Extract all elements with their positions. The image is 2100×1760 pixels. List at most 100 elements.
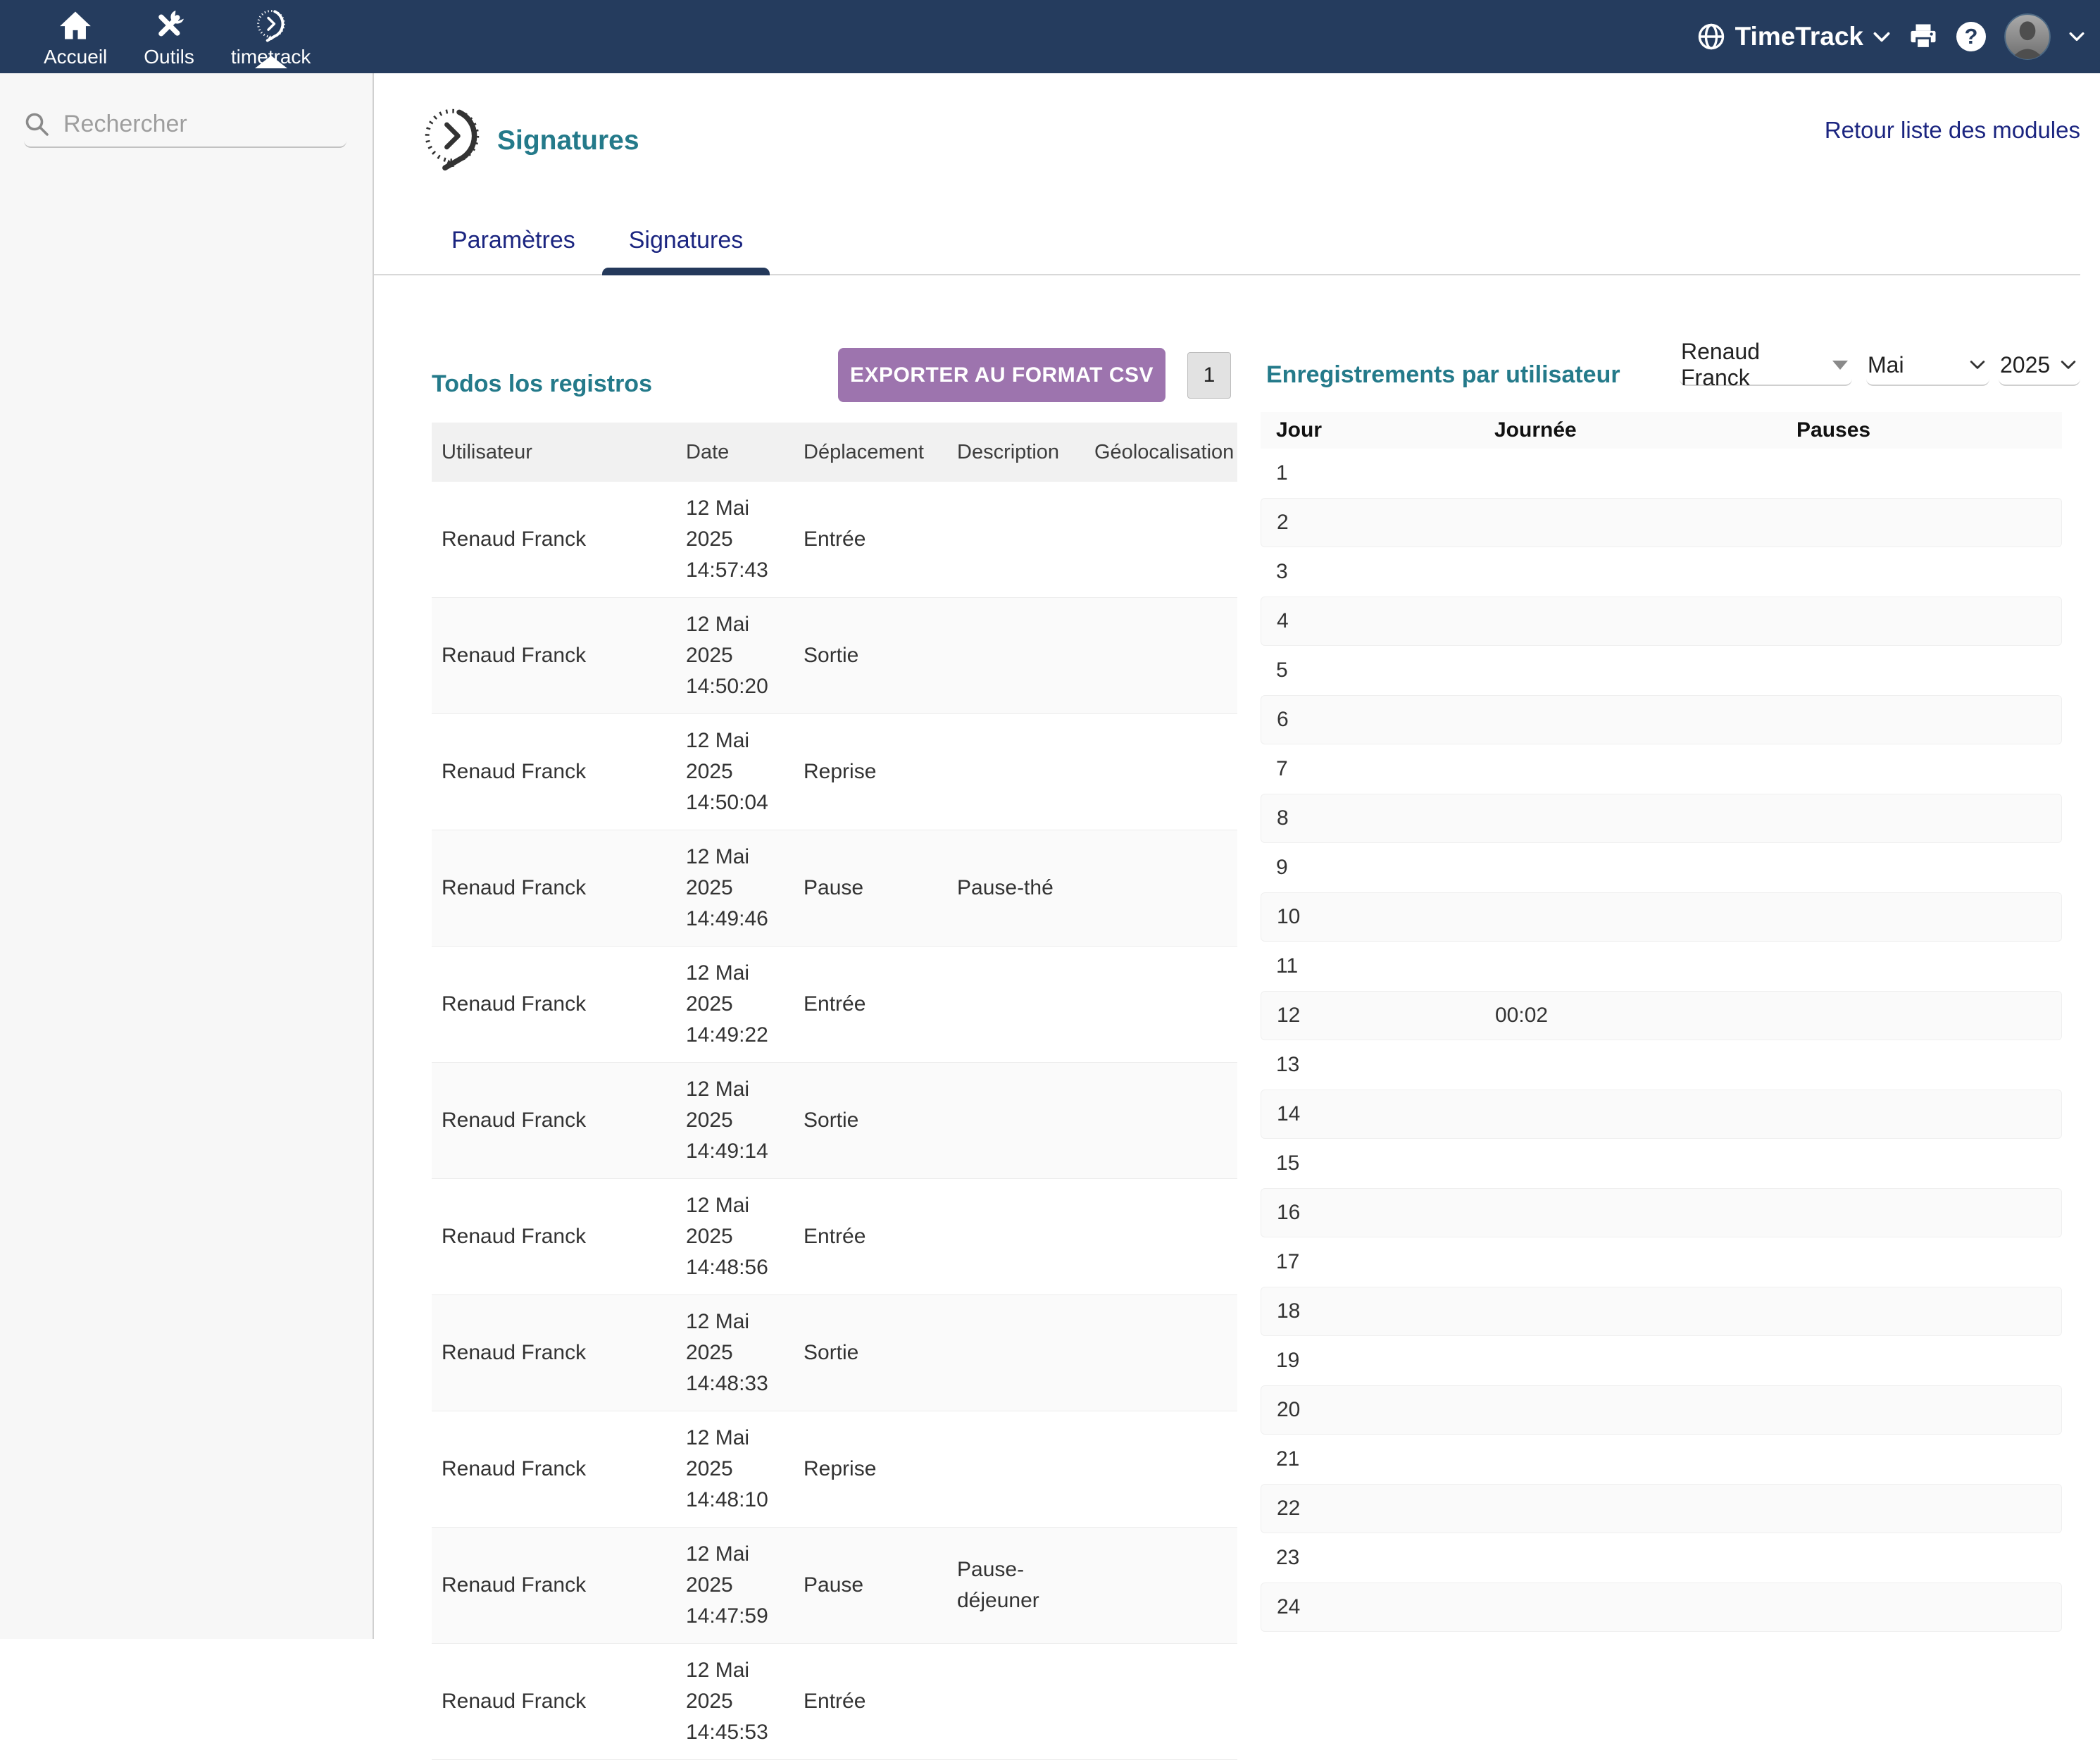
back-to-modules-link[interactable]: Retour liste des modules bbox=[1825, 117, 2080, 144]
tabs-bar: Paramètres Signatures bbox=[374, 211, 2080, 275]
cell-geolocation bbox=[1085, 1458, 1237, 1480]
search-box[interactable] bbox=[24, 101, 346, 148]
cell-geolocation bbox=[1085, 1342, 1237, 1364]
cell-day: 21 bbox=[1261, 1447, 1479, 1471]
help-button[interactable]: ? bbox=[1956, 22, 1986, 51]
cell-user: Renaud Franck bbox=[432, 1326, 676, 1380]
cell-user: Renaud Franck bbox=[432, 1559, 676, 1612]
cell-user: Renaud Franck bbox=[432, 1442, 676, 1496]
year-select[interactable]: 2025 bbox=[1999, 349, 2080, 386]
nav-item-outils[interactable]: Outils bbox=[125, 0, 213, 68]
cell-description bbox=[947, 761, 1085, 783]
cell-date: 12 Mai202514:45:53 bbox=[676, 1644, 794, 1759]
registros-table-header: Utilisateur Date Déplacement Description… bbox=[432, 423, 1237, 482]
day-row: 8 bbox=[1261, 794, 2062, 843]
month-select[interactable]: Mai bbox=[1866, 349, 1989, 386]
cell-geolocation bbox=[1085, 1109, 1237, 1132]
column-header: Géolocalisation bbox=[1085, 441, 1237, 464]
day-row: 9 bbox=[1261, 843, 2062, 892]
column-header: Jour bbox=[1261, 418, 1479, 442]
table-row: Renaud Franck 12 Mai202514:50:20 Sortie bbox=[432, 598, 1237, 714]
column-header: Date bbox=[676, 441, 794, 464]
cell-date: 12 Mai202514:48:10 bbox=[676, 1411, 794, 1527]
cell-date: 12 Mai202514:48:33 bbox=[676, 1295, 794, 1411]
cell-geolocation bbox=[1085, 993, 1237, 1016]
cell-description: Pause-déjeuner bbox=[947, 1543, 1085, 1628]
cell-day: 6 bbox=[1261, 708, 1480, 732]
pagination-page-1[interactable]: 1 bbox=[1187, 352, 1231, 399]
nav-item-accueil[interactable]: Accueil bbox=[25, 0, 125, 68]
nav-item-timetrack[interactable]: timetrack bbox=[213, 0, 330, 68]
cell-description bbox=[947, 1690, 1085, 1713]
day-row: 2 bbox=[1261, 498, 2062, 547]
nav-items: Accueil Outils timetrack bbox=[25, 0, 329, 73]
user-select[interactable]: Renaud Franck bbox=[1680, 349, 1852, 386]
cell-user: Renaud Franck bbox=[432, 513, 676, 566]
cell-day: 19 bbox=[1261, 1349, 1479, 1373]
registros-table-body: Renaud Franck 12 Mai202514:57:43 Entrée … bbox=[432, 482, 1237, 1760]
cell-day: 15 bbox=[1261, 1152, 1479, 1175]
cell-description: Pause-thé bbox=[947, 861, 1085, 915]
day-row: 15 bbox=[1261, 1139, 2062, 1188]
day-row: 6 bbox=[1261, 695, 2062, 744]
cell-day: 17 bbox=[1261, 1250, 1479, 1274]
tools-icon bbox=[153, 8, 185, 42]
chevron-down-icon bbox=[1970, 360, 1985, 370]
table-row: Renaud Franck 12 Mai202514:47:59 Pause P… bbox=[432, 1528, 1237, 1644]
search-icon bbox=[24, 111, 49, 137]
cell-day: 13 bbox=[1261, 1053, 1479, 1077]
home-icon bbox=[59, 8, 92, 42]
avatar[interactable] bbox=[2004, 13, 2051, 60]
cell-user: Renaud Franck bbox=[432, 978, 676, 1031]
timetrack-icon bbox=[256, 8, 287, 42]
table-row: Renaud Franck 12 Mai202514:49:46 Pause P… bbox=[432, 830, 1237, 947]
day-row: 1 bbox=[1261, 449, 2062, 498]
day-row: 16 bbox=[1261, 1188, 2062, 1237]
cell-user: Renaud Franck bbox=[432, 861, 676, 915]
user-menu-chevron-icon[interactable] bbox=[2069, 32, 2085, 42]
active-tab-caret bbox=[255, 56, 287, 68]
brand-label: TimeTrack bbox=[1735, 22, 1863, 51]
cell-day: 11 bbox=[1261, 954, 1479, 978]
cell-movement: Pause bbox=[794, 861, 947, 915]
registros-table: Utilisateur Date Déplacement Description… bbox=[432, 423, 1237, 1760]
signatures-module-icon bbox=[423, 99, 482, 180]
tab-parametres[interactable]: Paramètres bbox=[425, 211, 602, 274]
cell-day: 1 bbox=[1261, 461, 1479, 485]
column-header: Déplacement bbox=[794, 441, 947, 464]
cell-user: Renaud Franck bbox=[432, 745, 676, 799]
day-row: 18 bbox=[1261, 1287, 2062, 1336]
cell-description bbox=[947, 528, 1085, 551]
day-row: 14 bbox=[1261, 1090, 2062, 1139]
cell-day: 12 bbox=[1261, 1004, 1480, 1028]
registros-heading: Todos los registros bbox=[432, 370, 652, 398]
search-input[interactable] bbox=[63, 111, 375, 138]
table-row: Renaud Franck 12 Mai202514:49:14 Sortie bbox=[432, 1063, 1237, 1179]
cell-movement: Reprise bbox=[794, 745, 947, 799]
cell-day: 24 bbox=[1261, 1595, 1480, 1619]
cell-movement: Entrée bbox=[794, 1675, 947, 1728]
cell-geolocation bbox=[1085, 1225, 1237, 1248]
cell-movement: Entrée bbox=[794, 1210, 947, 1263]
table-row: Renaud Franck 12 Mai202514:48:33 Sortie bbox=[432, 1295, 1237, 1411]
cell-description bbox=[947, 644, 1085, 667]
cell-date: 12 Mai202514:57:43 bbox=[676, 482, 794, 597]
tab-signatures[interactable]: Signatures bbox=[602, 211, 770, 274]
sidebar bbox=[0, 73, 374, 1639]
user-select-value: Renaud Franck bbox=[1681, 339, 1824, 391]
cell-date: 12 Mai202514:50:04 bbox=[676, 714, 794, 830]
day-row: 10 bbox=[1261, 892, 2062, 942]
cell-geolocation bbox=[1085, 644, 1237, 667]
app-switcher[interactable]: TimeTrack bbox=[1697, 22, 1890, 51]
cell-date: 12 Mai202514:50:20 bbox=[676, 598, 794, 713]
nav-item-label: Outils bbox=[144, 46, 194, 68]
print-button[interactable] bbox=[1908, 23, 1938, 51]
cell-day: 8 bbox=[1261, 806, 1480, 830]
export-csv-button[interactable]: EXPORTER AU FORMAT CSV bbox=[838, 348, 1165, 402]
cell-description bbox=[947, 993, 1085, 1016]
table-row: Renaud Franck 12 Mai202514:57:43 Entrée bbox=[432, 482, 1237, 598]
table-row: Renaud Franck 12 Mai202514:49:22 Entrée bbox=[432, 947, 1237, 1063]
cell-description bbox=[947, 1458, 1085, 1480]
nav-item-label: Accueil bbox=[44, 46, 107, 68]
month-select-value: Mai bbox=[1868, 352, 1904, 378]
